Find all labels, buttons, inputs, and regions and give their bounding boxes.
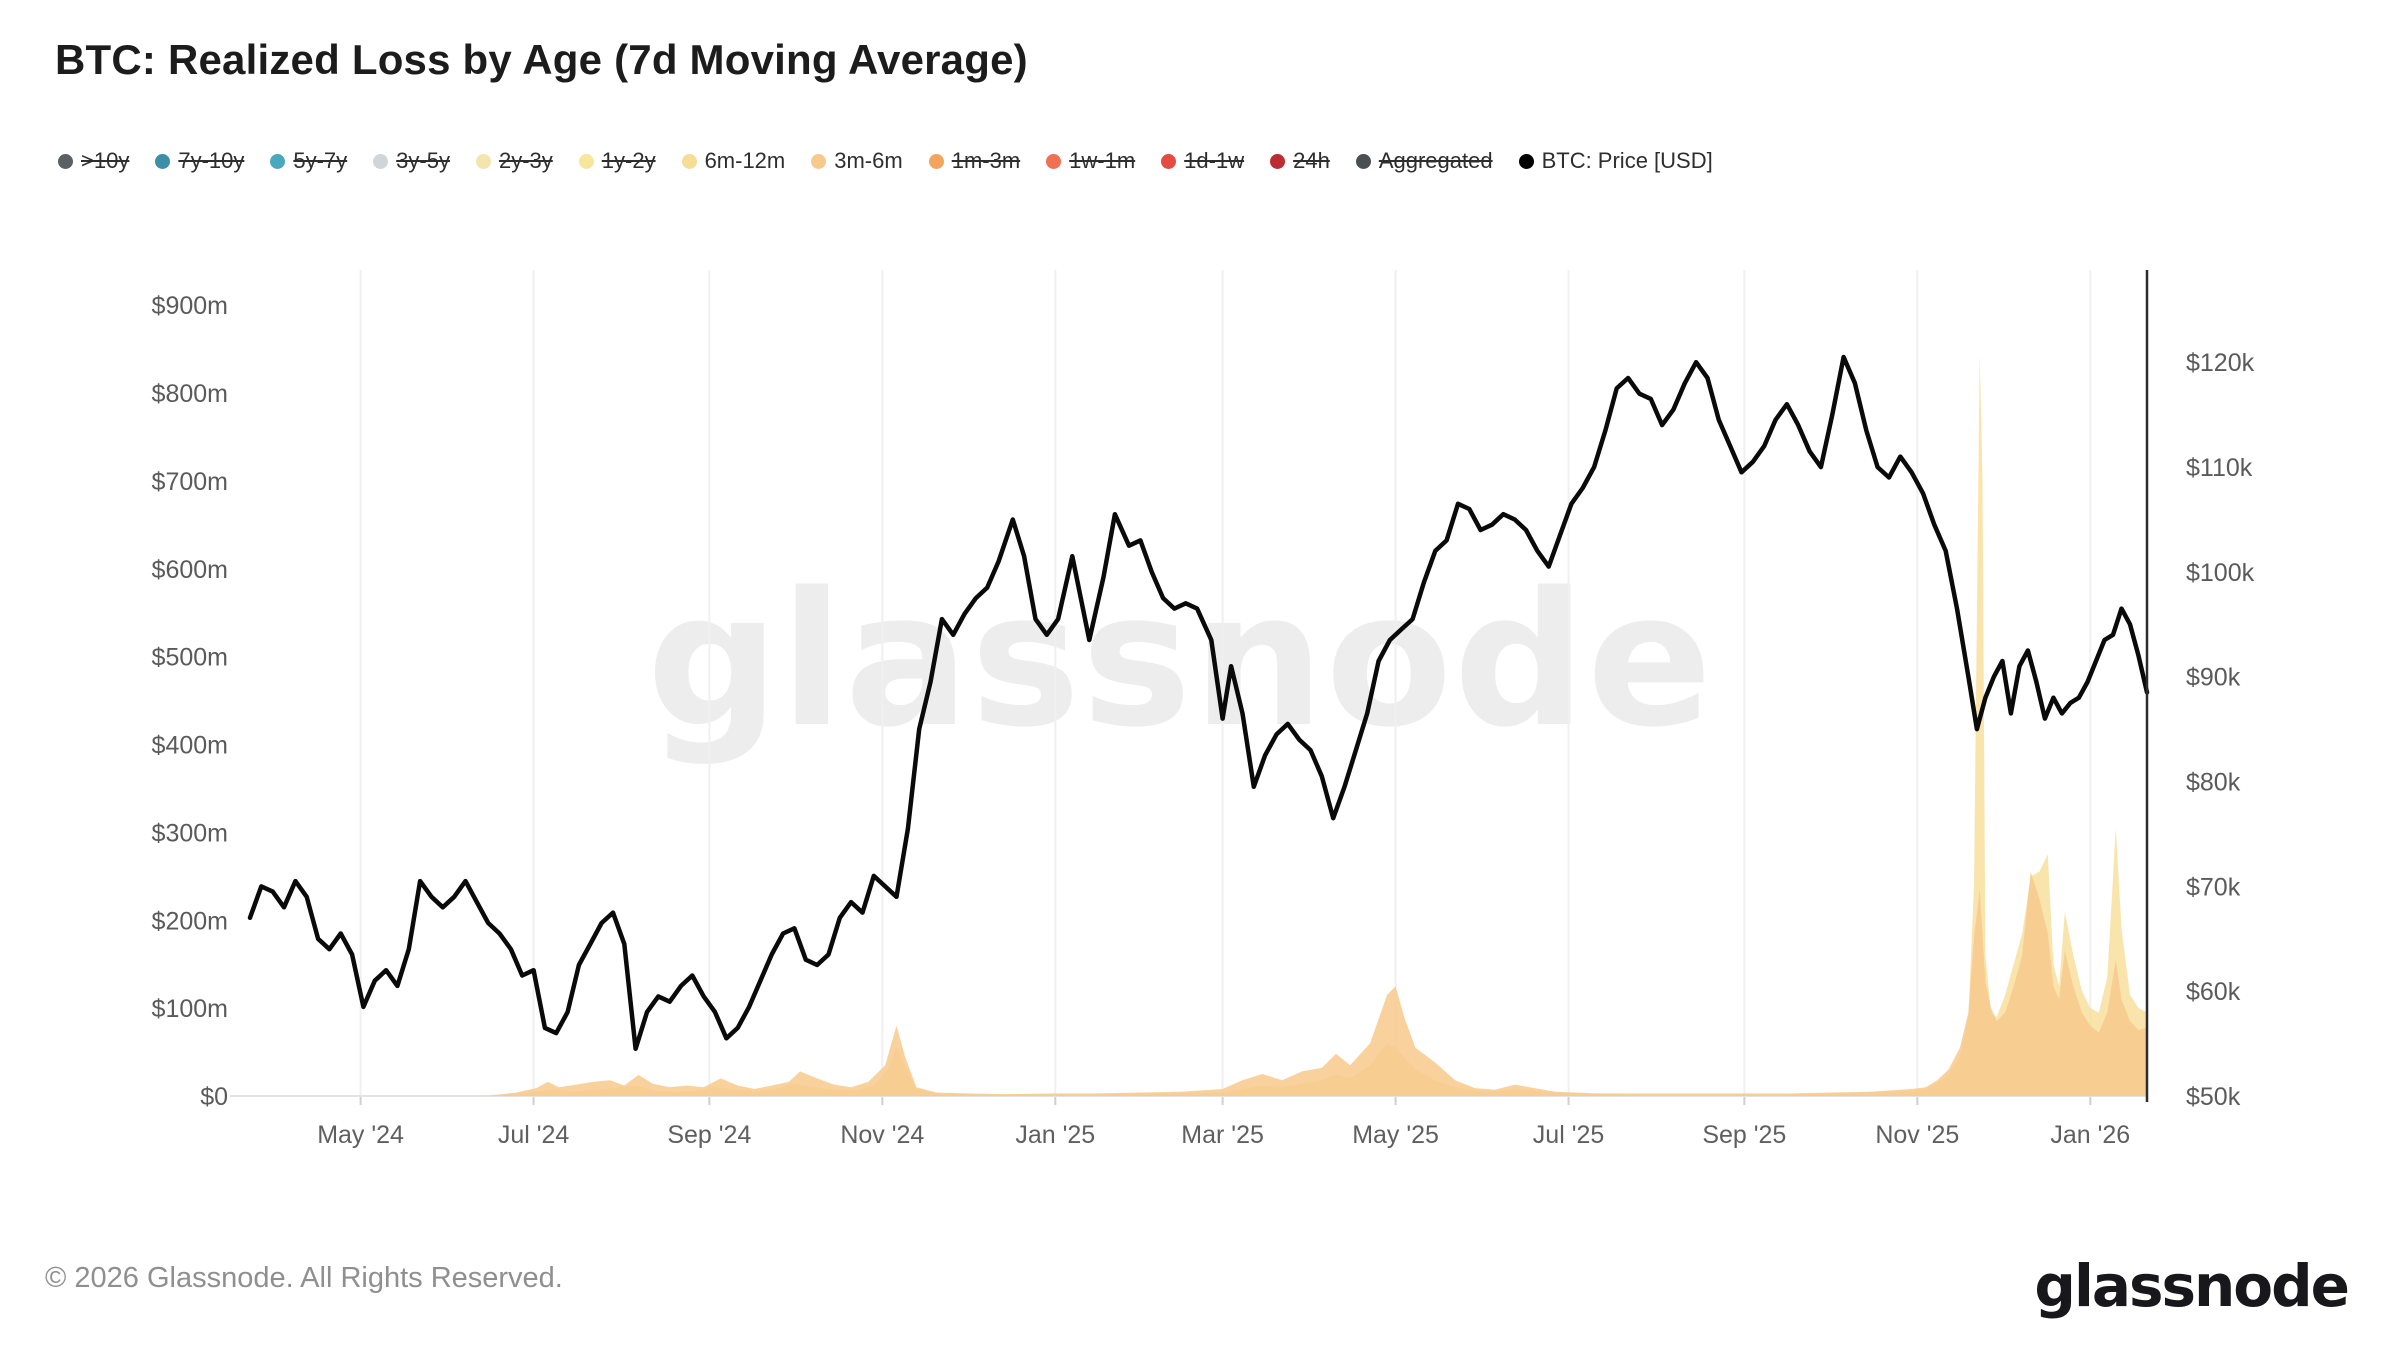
legend-label: 1d-1w: [1184, 148, 1245, 173]
x-tick-label: May '24: [317, 1121, 404, 1149]
legend-item-aggregated[interactable]: Aggregated: [1355, 148, 1493, 174]
area-series-3m-6m: [488, 871, 2148, 1096]
x-tick-label: Jul '25: [1533, 1121, 1604, 1149]
legend-label: 6m-12m: [704, 148, 786, 173]
legend-label: 24h: [1293, 148, 1330, 173]
legend-dot: [1270, 153, 1286, 169]
legend-item-btc-price-usd-[interactable]: BTC: Price [USD]: [1518, 148, 1713, 174]
legend-item-3m-6m[interactable]: 3m-6m: [811, 148, 903, 174]
right-axis-label: $90k: [2186, 664, 2241, 692]
left-axis-label: $800m: [152, 380, 228, 408]
left-axis-label: $200m: [152, 907, 228, 935]
x-tick-label: Nov '25: [1875, 1121, 1959, 1149]
left-axis-label: $500m: [152, 644, 228, 672]
legend-dot: [155, 153, 171, 169]
x-tick-label: Jan '26: [2050, 1121, 2130, 1149]
x-tick-label: Sep '25: [1702, 1121, 1786, 1149]
legend-label: 3y-5y: [396, 148, 450, 173]
legend-item-5y-7y[interactable]: 5y-7y: [270, 148, 347, 174]
legend-dot: [578, 153, 594, 169]
legend-item-1y-2y[interactable]: 1y-2y: [578, 148, 656, 174]
legend-item-1d-1w[interactable]: 1d-1w: [1161, 148, 1244, 174]
x-tick-label: May '25: [1352, 1121, 1439, 1149]
legend-label: Aggregated: [1378, 148, 1493, 173]
legend-item-3y-5y[interactable]: 3y-5y: [373, 148, 450, 174]
left-axis-label: $0: [200, 1083, 228, 1111]
x-tick-label: Jul '24: [498, 1121, 570, 1149]
legend-label: 1w-1m: [1069, 148, 1136, 173]
legend-dot: [475, 153, 491, 169]
legend-dot: [681, 153, 697, 169]
legend-dot: [270, 153, 286, 169]
legend-dot: [928, 153, 944, 169]
legend-label: 7y-10y: [178, 148, 245, 173]
right-axis-label: $80k: [2186, 769, 2241, 797]
right-axis-label: $70k: [2186, 873, 2241, 901]
line-series-btc-price: [247, 354, 2150, 1052]
legend-dot: [1355, 153, 1371, 169]
left-axis-label: $900m: [152, 292, 228, 320]
glassnode-logo: glassnode: [2034, 1252, 2350, 1320]
right-axis-label: $60k: [2186, 978, 2241, 1006]
legend-dot: [1046, 153, 1062, 169]
x-tick-label: Mar '25: [1181, 1121, 1264, 1149]
left-axis-label: $300m: [152, 819, 228, 847]
legend-label: >10y: [81, 148, 130, 173]
legend-item-6m-12m[interactable]: 6m-12m: [681, 148, 786, 174]
x-tick-label: Jan '25: [1015, 1121, 1095, 1149]
legend-item-24h[interactable]: 24h: [1270, 148, 1330, 174]
legend-item-7y-10y[interactable]: 7y-10y: [155, 148, 244, 174]
left-axis-label: $700m: [152, 468, 228, 496]
legend-item--10y[interactable]: >10y: [58, 148, 129, 174]
legend-dot: [1518, 153, 1534, 169]
legend-dot: [811, 153, 827, 169]
right-axis-label: $100k: [2186, 559, 2255, 587]
legend-label: 1y-2y: [601, 148, 656, 173]
legend-dot: [58, 153, 73, 169]
legend-label: 1m-3m: [951, 148, 1021, 173]
right-axis-label: $110k: [2186, 454, 2253, 482]
x-tick-label: Sep '24: [667, 1121, 751, 1149]
legend: >10y 7y-10y 5y-7y 3y-5y 2y-3y 1y-2y 6m-12m 3m-6…: [58, 148, 1713, 174]
legend-item-2y-3y[interactable]: 2y-3y: [475, 148, 553, 174]
copyright-text: © 2026 Glassnode. All Rights Reserved.: [45, 1262, 563, 1294]
right-axis-label: $120k: [2186, 349, 2255, 377]
page-title: BTC: Realized Loss by Age (7d Moving Ave…: [55, 36, 1028, 83]
x-tick-label: Nov '24: [840, 1121, 924, 1149]
left-axis-label: $400m: [152, 732, 228, 760]
legend-label: BTC: Price [USD]: [1541, 148, 1713, 173]
left-axis-label: $100m: [152, 995, 228, 1023]
legend-item-1w-1m[interactable]: 1w-1m: [1046, 148, 1135, 174]
legend-label: 5y-7y: [293, 148, 348, 173]
legend-item-1m-3m[interactable]: 1m-3m: [928, 148, 1021, 174]
legend-dot: [373, 153, 389, 169]
legend-dot: [1161, 153, 1177, 169]
right-axis-label: $50k: [2186, 1083, 2241, 1111]
left-axis-label: $600m: [152, 556, 228, 584]
legend-label: 3m-6m: [834, 148, 903, 173]
glassnode-watermark: glassnode: [646, 552, 1714, 768]
legend-label: 2y-3y: [498, 148, 553, 173]
